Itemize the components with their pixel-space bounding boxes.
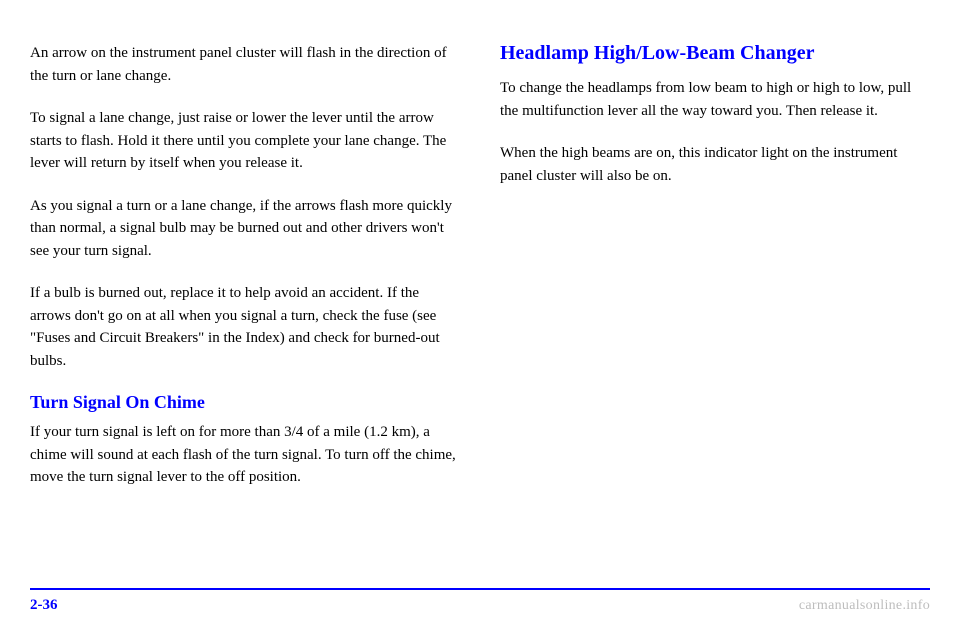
watermark-text: carmanualsonline.info <box>799 598 930 614</box>
body-text: As you signal a turn or a lane change, i… <box>30 195 460 263</box>
body-text: If a bulb is burned out, replace it to h… <box>30 282 460 372</box>
body-text: To change the headlamps from low beam to… <box>500 77 930 122</box>
section-heading-headlamp-changer: Headlamp High/Low-Beam Changer <box>500 42 930 65</box>
left-column: An arrow on the instrument panel cluster… <box>30 42 460 509</box>
two-column-layout: An arrow on the instrument panel cluster… <box>30 42 930 509</box>
manual-page: An arrow on the instrument panel cluster… <box>0 0 960 640</box>
body-text: If your turn signal is left on for more … <box>30 421 460 489</box>
footer-rule <box>30 588 930 590</box>
body-text: An arrow on the instrument panel cluster… <box>30 42 460 87</box>
subheading-turn-signal-chime: Turn Signal On Chime <box>30 392 460 413</box>
page-number: 2-36 <box>30 597 58 614</box>
right-column: Headlamp High/Low-Beam Changer To change… <box>500 42 930 509</box>
body-text: To signal a lane change, just raise or l… <box>30 107 460 175</box>
body-text: When the high beams are on, this indicat… <box>500 142 930 187</box>
